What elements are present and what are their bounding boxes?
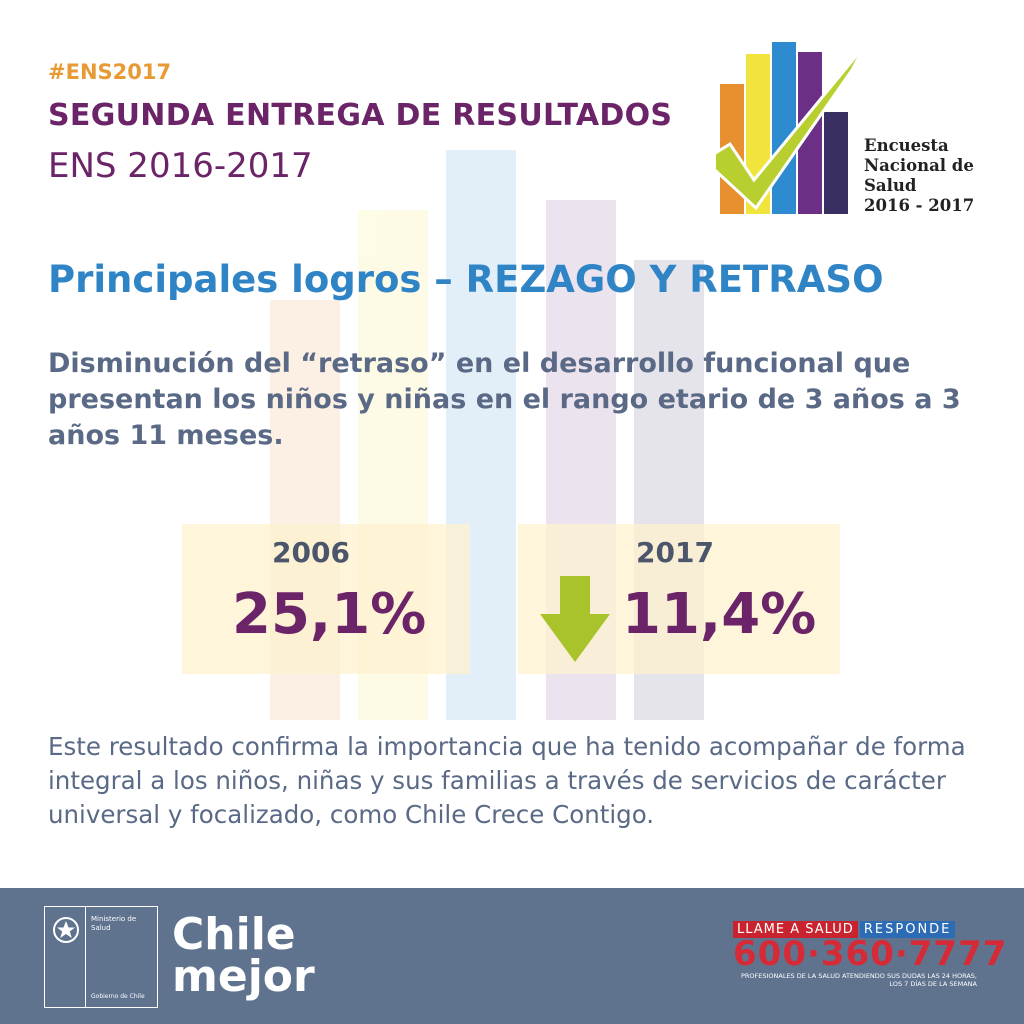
logo-line: Salud [864, 176, 917, 195]
section-title: Principales logros – REZAGO Y RETRASO [48, 258, 884, 301]
lead-text: Disminución del “retraso” en el desarrol… [48, 348, 961, 451]
logo-line: Nacional de [864, 156, 974, 175]
brand-line: mejor [172, 951, 315, 1002]
footer: Ministerio de Salud Gobierno de Chile Ch… [0, 888, 1024, 1024]
salud-responde-hotline: LLAME A SALUD RESPONDE 600·360·7777 PROF… [733, 918, 1008, 988]
logo-line: 2016 - 2017 [864, 196, 975, 215]
hotline-note: PROFESIONALES DE LA SALUD ATENDIENDO SUS… [740, 972, 977, 988]
down-arrow-icon [540, 576, 610, 662]
hotline-number: 600·360·7777 [733, 934, 1008, 974]
brand-line: Chile [172, 909, 296, 960]
hashtag: #ENS2017 [48, 60, 172, 84]
stat-value: 11,4% [622, 582, 817, 647]
government-name: Gobierno de Chile [91, 993, 145, 1000]
coat-of-arms-icon [53, 917, 79, 943]
logo-line: Encuesta [864, 136, 949, 155]
stat-card-2017: 2017 11,4% [518, 524, 840, 674]
stat-year: 2017 [636, 536, 714, 569]
hotline-label-responde: RESPONDE [859, 921, 956, 938]
ministry-name: Ministerio de Salud [91, 915, 137, 932]
ministry-logo: Ministerio de Salud Gobierno de Chile [44, 906, 158, 1008]
stat-card-2006: 2006 25,1% [182, 524, 470, 674]
ministry-divider [85, 907, 86, 1007]
ens-logo-graphic [701, 42, 868, 214]
hotline-label: LLAME A SALUD [733, 921, 858, 938]
ens-logo: Encuesta Nacional de Salud 2016 - 2017 [701, 40, 986, 230]
chile-mejor-brand: Chile mejor [172, 909, 315, 1002]
stat-year: 2006 [272, 536, 350, 569]
page-title: SEGUNDA ENTREGA DE RESULTADOS [48, 98, 673, 133]
ens-logo-text: Encuesta Nacional de Salud 2016 - 2017 [864, 136, 974, 216]
stat-value: 25,1% [232, 582, 427, 647]
page-subtitle: ENS 2016-2017 [48, 146, 313, 186]
body-text: Este resultado confirma la importancia q… [48, 732, 966, 829]
